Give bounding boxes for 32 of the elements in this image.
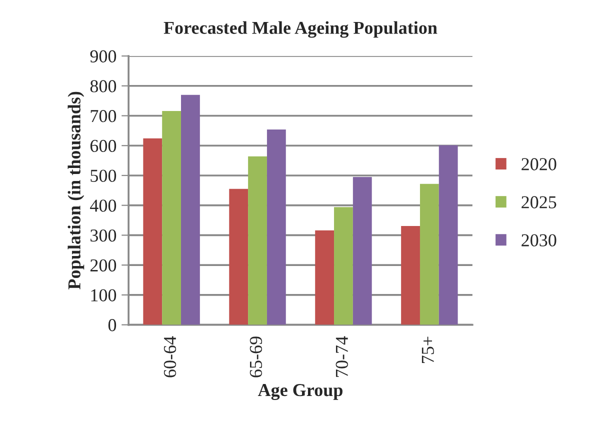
bar [315,230,334,325]
bar [143,138,162,325]
bar [229,188,248,325]
y-tick-label: 100 [91,289,116,302]
bar [438,145,458,325]
y-tick-label: 400 [90,200,116,212]
x-tick-label: 65-69 [250,336,262,378]
y-tick-label: 200 [90,259,116,272]
bar [248,156,267,325]
y-axis-title: Population (in thousands) [68,92,84,290]
bar [420,184,439,325]
legend-label: 2025 [522,196,556,208]
x-axis-title: Age Group [258,384,342,400]
legend-label: 2030 [522,234,556,246]
y-tick-label: 600 [90,140,116,152]
bar [181,94,200,325]
y-tick-label: 500 [90,170,116,182]
x-tick-label: 70-74 [336,336,348,377]
bar [352,176,372,325]
bar [266,129,286,325]
bar [334,207,353,325]
x-tick-label: 60-64 [164,336,176,378]
y-tick-label: 800 [90,80,116,92]
x-tick-label: 75+ [422,336,434,363]
legend-label: 2020 [522,158,556,170]
y-tick-label: 900 [90,50,116,62]
y-tick-label: 0 [108,319,116,332]
y-tick-label: 300 [90,229,116,242]
bar [162,110,182,325]
y-tick-label: 700 [90,110,116,122]
bar [401,226,420,325]
chart-title: Forecasted Male Ageing Population [164,21,438,38]
